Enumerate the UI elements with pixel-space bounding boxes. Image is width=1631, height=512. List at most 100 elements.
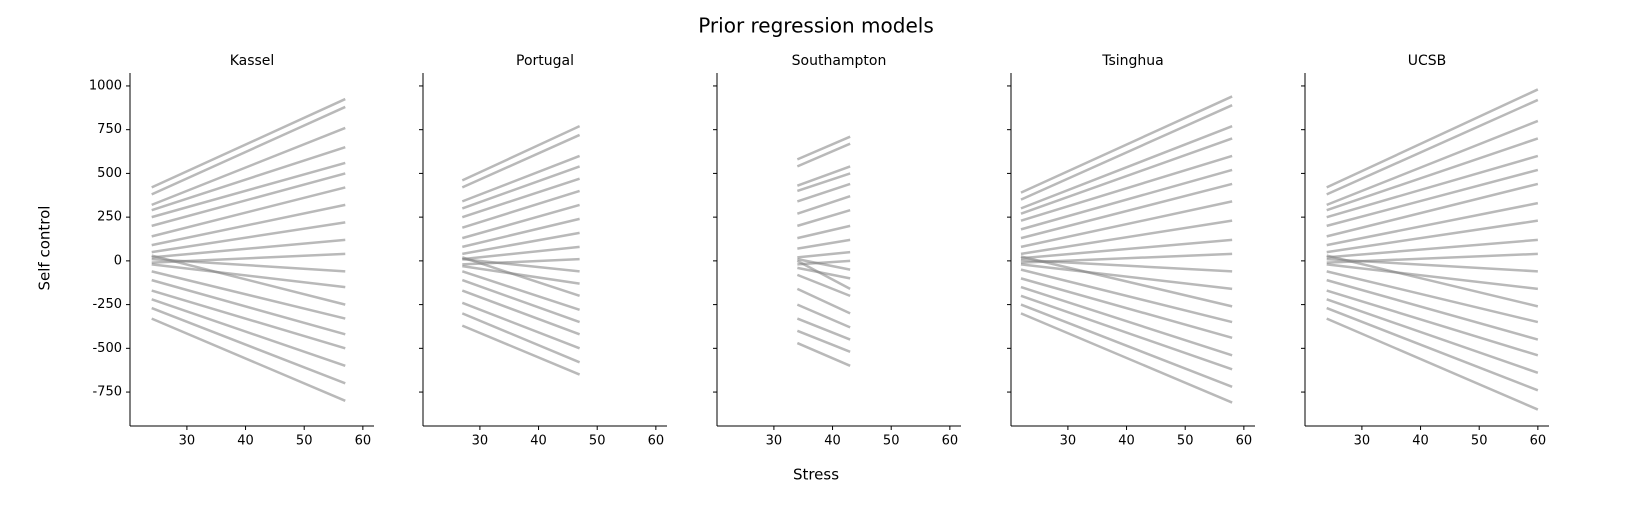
regression-line bbox=[1326, 317, 1539, 411]
regression-line bbox=[1020, 238, 1233, 260]
regression-line bbox=[1326, 154, 1539, 219]
x-tick-label: 40 bbox=[237, 434, 254, 449]
regression-line bbox=[1020, 219, 1233, 256]
regression-line bbox=[796, 259, 851, 290]
regression-line bbox=[1020, 255, 1233, 308]
regression-line bbox=[151, 298, 346, 368]
regression-line bbox=[461, 312, 581, 364]
regression-line bbox=[1020, 263, 1233, 291]
y-tick-label: 1000 bbox=[89, 78, 122, 93]
x-axis-label: Stress bbox=[793, 466, 839, 484]
regression-line bbox=[1326, 298, 1539, 375]
y-tick-label: -750 bbox=[92, 385, 122, 400]
regression-line bbox=[1020, 154, 1233, 222]
regression-line bbox=[1020, 182, 1233, 240]
regression-line bbox=[1326, 219, 1539, 254]
regression-line bbox=[151, 186, 346, 238]
regression-line bbox=[796, 303, 851, 329]
regression-line bbox=[1326, 238, 1538, 259]
regression-line bbox=[461, 189, 580, 229]
regression-line bbox=[151, 317, 346, 402]
regression-line bbox=[461, 133, 581, 189]
regression-line bbox=[151, 263, 346, 289]
regression-line bbox=[151, 126, 346, 207]
regression-line bbox=[461, 301, 581, 350]
y-tick-label: 0 bbox=[114, 253, 122, 268]
regression-line bbox=[461, 154, 581, 203]
x-tick-label: 50 bbox=[1471, 434, 1488, 449]
panel-title: UCSB bbox=[1408, 53, 1447, 69]
regression-line bbox=[1020, 285, 1233, 357]
regression-line bbox=[1020, 104, 1233, 201]
regression-line bbox=[1326, 182, 1539, 238]
regression-line bbox=[796, 273, 851, 298]
x-tick-label: 50 bbox=[589, 434, 606, 449]
x-tick-label: 60 bbox=[648, 434, 665, 449]
panel-title: Southampton bbox=[792, 53, 887, 69]
y-tick-label: -250 bbox=[92, 297, 122, 312]
regression-line bbox=[1020, 277, 1233, 340]
regression-line bbox=[461, 278, 581, 324]
regression-line bbox=[151, 306, 346, 385]
regression-line bbox=[1326, 88, 1539, 189]
regression-line bbox=[151, 254, 346, 306]
regression-line bbox=[1020, 268, 1233, 324]
y-tick-label: 500 bbox=[97, 166, 122, 181]
regression-line bbox=[151, 221, 346, 254]
regression-line bbox=[461, 289, 581, 336]
regression-line bbox=[461, 125, 581, 182]
regression-line bbox=[151, 289, 346, 350]
regression-line bbox=[151, 145, 346, 212]
regression-line bbox=[796, 287, 851, 315]
x-tick-label: 30 bbox=[179, 434, 196, 449]
regression-line bbox=[151, 105, 346, 196]
x-tick-label: 40 bbox=[1412, 434, 1429, 449]
regression-line bbox=[1326, 306, 1539, 392]
panel-title: Tsinghua bbox=[1101, 53, 1164, 69]
regression-line bbox=[151, 278, 346, 336]
regression-line bbox=[1326, 137, 1539, 212]
x-tick-label: 60 bbox=[1236, 434, 1253, 449]
y-tick-label: 750 bbox=[97, 122, 122, 137]
regression-line bbox=[151, 270, 346, 320]
regression-line bbox=[1326, 254, 1539, 308]
regression-line bbox=[151, 172, 346, 228]
regression-line bbox=[1326, 168, 1539, 228]
regression-line bbox=[797, 250, 851, 259]
regression-line bbox=[1326, 201, 1539, 247]
regression-line bbox=[796, 329, 851, 353]
regression-line bbox=[797, 238, 851, 250]
regression-line bbox=[151, 238, 346, 259]
regression-line bbox=[461, 270, 580, 312]
regression-line bbox=[462, 245, 580, 261]
y-tick-label: -500 bbox=[92, 341, 122, 356]
y-axis-label: Self control bbox=[36, 206, 54, 291]
regression-line bbox=[1326, 289, 1539, 357]
regression-line bbox=[796, 142, 851, 168]
regression-line bbox=[461, 324, 581, 376]
x-tick-label: 40 bbox=[530, 434, 547, 449]
regression-line bbox=[461, 165, 581, 210]
regression-line bbox=[796, 182, 851, 203]
panel-title: Portugal bbox=[516, 53, 574, 69]
regression-line bbox=[1020, 200, 1233, 249]
x-tick-label: 30 bbox=[472, 434, 489, 449]
regression-line bbox=[797, 266, 851, 280]
regression-line bbox=[1020, 95, 1233, 194]
regression-line bbox=[1326, 257, 1538, 273]
regression-line bbox=[462, 217, 580, 249]
regression-line bbox=[1326, 98, 1539, 196]
regression-line bbox=[1326, 270, 1539, 324]
regression-line bbox=[1020, 258, 1233, 273]
regression-line bbox=[1326, 119, 1539, 207]
regression-line bbox=[796, 135, 851, 161]
x-tick-label: 60 bbox=[1530, 434, 1547, 449]
regression-line bbox=[1020, 125, 1233, 210]
regression-line bbox=[461, 256, 580, 298]
regression-line bbox=[151, 257, 346, 273]
regression-line bbox=[796, 208, 851, 228]
regression-line bbox=[797, 224, 851, 240]
regression-line bbox=[796, 341, 851, 367]
regression-line bbox=[1020, 137, 1233, 215]
